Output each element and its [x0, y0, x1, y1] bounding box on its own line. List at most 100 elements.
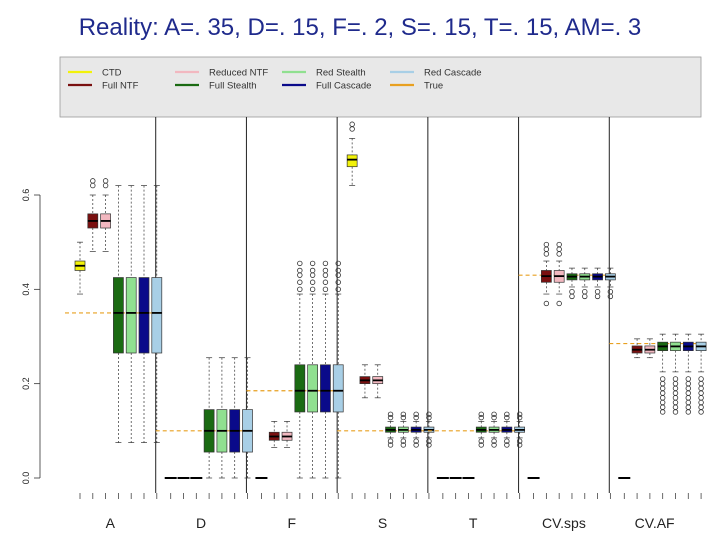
box-CV.sps-red-cascade — [605, 267, 616, 300]
box-A-full-cascade — [138, 185, 150, 443]
x-axis: A D F S T CV.sps CV.AF — [79, 493, 702, 531]
outlier-2 — [400, 414, 407, 421]
box-D-full-cascade — [229, 357, 241, 479]
box-body — [138, 277, 150, 354]
outlier-1 — [413, 438, 419, 444]
outlier-0 — [102, 182, 109, 189]
outlier-0 — [607, 293, 614, 300]
outlier-1 — [504, 438, 510, 444]
outlier-1 — [297, 279, 303, 285]
outlier-4 — [309, 260, 316, 267]
box-T-red-cascade — [514, 411, 526, 448]
legend-label-7: True — [424, 81, 443, 92]
outlier-3 — [309, 267, 316, 274]
plot-area — [65, 121, 707, 479]
outlier-0 — [698, 409, 704, 415]
outlier-0 — [569, 293, 575, 300]
box-F-full-ntf — [268, 421, 280, 448]
legend-label-0: CTD — [102, 68, 122, 79]
outlier-2 — [297, 272, 303, 278]
y-tick-label-1: 0.2 — [21, 377, 31, 390]
outlier-2 — [426, 414, 432, 421]
outlier-1 — [698, 404, 704, 410]
y-axis: 0.0 0.2 0.4 0.6 — [21, 189, 41, 485]
outlier-1 — [426, 438, 432, 444]
outlier-0 — [685, 409, 691, 415]
outlier-2 — [491, 414, 497, 421]
outlier-3 — [478, 411, 484, 418]
outlier-2 — [543, 246, 550, 252]
outlier-4 — [672, 390, 679, 396]
box-A-reduced-ntf — [100, 178, 111, 252]
outlier-0 — [672, 409, 679, 415]
outlier-0 — [426, 442, 432, 448]
outlier-5 — [659, 385, 666, 392]
outlier-2 — [556, 246, 562, 252]
outlier-2 — [672, 399, 679, 406]
outlier-1 — [556, 251, 562, 257]
outlier-0 — [659, 409, 666, 415]
legend-label-4: Red Stealth — [316, 68, 366, 79]
outlier-3 — [387, 411, 394, 418]
box-T-red-stealth — [488, 411, 500, 448]
box-CV.sps-reduced-ntf — [553, 241, 565, 307]
box-A-full-stealth — [113, 185, 124, 443]
outlier-1 — [322, 279, 329, 285]
outlier-2 — [413, 414, 419, 421]
box-body — [125, 277, 137, 354]
box-S-red-stealth — [397, 411, 409, 448]
box-D-full-stealth — [203, 357, 215, 479]
y-tick-label-0: 0.0 — [21, 472, 31, 485]
outlier-1 — [90, 178, 96, 184]
box-body — [113, 277, 124, 354]
legend-label-3: Full Stealth — [209, 81, 257, 92]
box-body — [307, 364, 318, 413]
outlier-1 — [685, 404, 691, 410]
outlier-6 — [685, 380, 691, 387]
box-A-full-ntf — [87, 178, 99, 252]
outlier-2 — [322, 272, 329, 278]
outlier-0 — [491, 442, 497, 448]
outlier-0 — [335, 286, 341, 293]
outlier-7 — [672, 376, 679, 382]
outlier-0 — [413, 442, 419, 448]
panel-label-CV.sps: CV.sps — [542, 515, 586, 531]
outlier-2 — [698, 399, 704, 406]
outlier-3 — [400, 411, 407, 418]
outlier-7 — [659, 376, 666, 382]
outlier-0 — [387, 442, 394, 448]
panel-A — [65, 178, 163, 443]
box-S-ctd — [346, 121, 358, 186]
outlier-0 — [556, 300, 562, 307]
box-T-full-cascade — [501, 411, 513, 448]
outlier-2 — [309, 272, 316, 278]
outlier-1 — [543, 251, 550, 257]
box-S-full-stealth — [385, 411, 396, 448]
panel-label-S: S — [378, 515, 387, 531]
legend-label-2: Reduced NTF — [209, 68, 268, 79]
panel-label-F: F — [288, 515, 297, 531]
panel-label-CV.AF: CV.AF — [635, 515, 675, 531]
box-F-red-stealth — [307, 260, 318, 479]
box-CV.sps-full-stealth — [566, 267, 578, 300]
box-S-reduced-ntf — [372, 364, 384, 399]
outlier-3 — [426, 411, 432, 418]
box-A-red-cascade — [151, 185, 163, 443]
outlier-0 — [543, 300, 550, 307]
box-body — [320, 364, 331, 413]
outlier-3 — [491, 411, 497, 418]
box-S-red-cascade — [423, 411, 435, 448]
slide-title: Reality: A=. 35, D=. 15, F=. 2, S=. 15, … — [78, 14, 642, 41]
outlier-3 — [543, 241, 550, 248]
box-F-full-cascade — [320, 260, 331, 479]
outlier-0 — [309, 286, 316, 293]
outlier-3 — [504, 411, 510, 418]
outlier-2 — [685, 399, 691, 406]
outlier-2 — [335, 272, 341, 278]
box-CV.sps-red-stealth — [579, 267, 591, 300]
outlier-1 — [491, 438, 497, 444]
box-body — [151, 277, 163, 354]
y-tick-label-2: 0.4 — [21, 283, 31, 296]
outlier-0 — [504, 442, 510, 448]
outlier-3 — [672, 395, 679, 401]
